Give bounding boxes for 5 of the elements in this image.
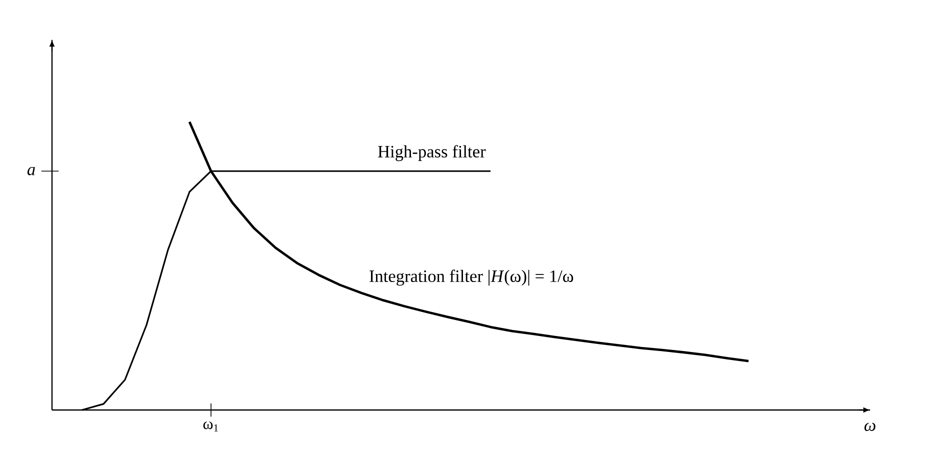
text: a [27,166,35,176]
text: ω [864,422,876,432]
text: ω$_{1}$ [203,422,218,432]
series-label: Integration filter |H(ω)| = 1/ω [370,270,574,286]
series-label: High-pass filter [378,145,486,162]
